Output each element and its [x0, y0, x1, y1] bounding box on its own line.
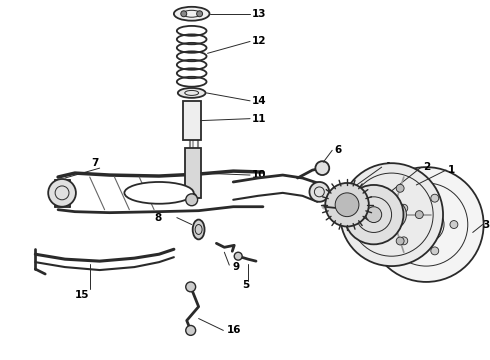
Circle shape: [196, 11, 202, 17]
Text: 2: 2: [423, 162, 431, 172]
Text: 4: 4: [384, 162, 391, 172]
Text: 14: 14: [252, 96, 267, 106]
Circle shape: [365, 194, 373, 202]
Circle shape: [335, 193, 359, 217]
Circle shape: [366, 207, 382, 222]
Circle shape: [377, 200, 406, 229]
Text: 15: 15: [75, 290, 89, 300]
Ellipse shape: [193, 220, 204, 239]
Circle shape: [186, 325, 196, 336]
Circle shape: [369, 167, 484, 282]
Circle shape: [316, 161, 329, 175]
Ellipse shape: [178, 88, 205, 98]
Circle shape: [234, 252, 242, 260]
Text: 5: 5: [242, 280, 249, 290]
Ellipse shape: [174, 7, 210, 21]
Circle shape: [340, 163, 443, 266]
Text: 12: 12: [252, 36, 267, 46]
Text: 3: 3: [483, 220, 490, 230]
Text: 13: 13: [252, 9, 267, 19]
Circle shape: [365, 227, 373, 235]
Circle shape: [396, 237, 404, 245]
Circle shape: [416, 211, 423, 219]
Text: 10: 10: [252, 170, 267, 180]
Circle shape: [48, 179, 76, 207]
Text: 11: 11: [252, 114, 267, 123]
Text: 6: 6: [334, 145, 342, 155]
Circle shape: [181, 11, 187, 17]
Circle shape: [186, 194, 197, 206]
Circle shape: [325, 183, 369, 226]
Polygon shape: [185, 148, 200, 198]
Circle shape: [400, 237, 408, 245]
Text: 8: 8: [154, 213, 161, 222]
Text: 16: 16: [226, 325, 241, 336]
Circle shape: [186, 282, 196, 292]
Circle shape: [310, 182, 329, 202]
Circle shape: [344, 185, 403, 244]
Circle shape: [400, 204, 408, 212]
Circle shape: [431, 194, 439, 202]
Circle shape: [396, 184, 404, 192]
Text: 7: 7: [92, 158, 99, 168]
Circle shape: [187, 193, 196, 203]
Circle shape: [450, 221, 458, 229]
Circle shape: [431, 247, 439, 255]
Text: 9: 9: [232, 262, 240, 272]
Ellipse shape: [124, 182, 194, 204]
Text: 1: 1: [448, 165, 455, 175]
Polygon shape: [183, 101, 200, 140]
